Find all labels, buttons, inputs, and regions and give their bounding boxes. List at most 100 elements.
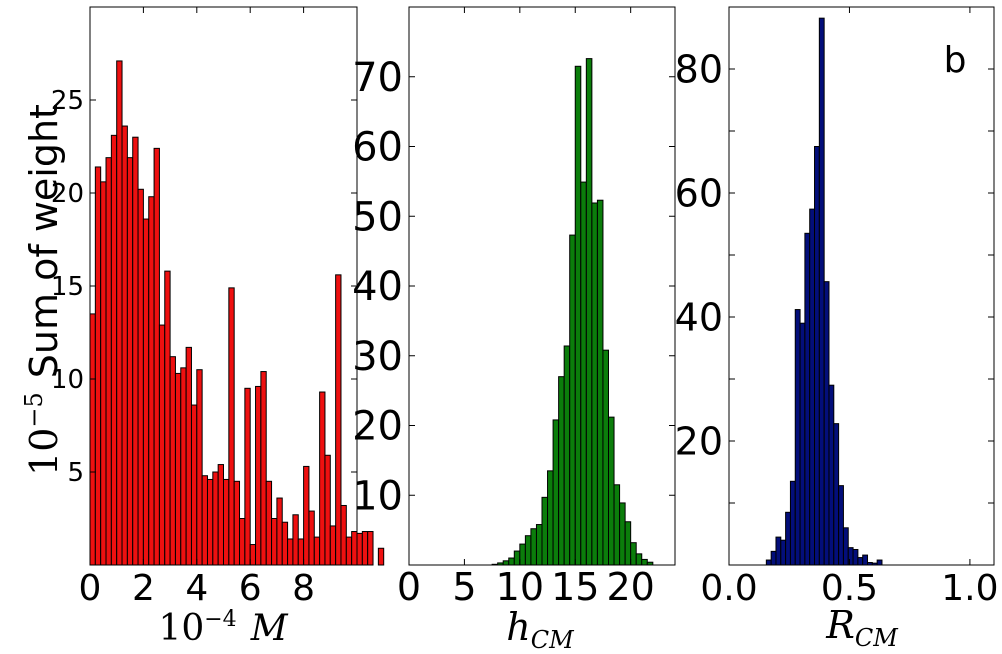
bar — [535, 524, 543, 566]
panel-rcm: 0.0 0.5 1.0 20 40 60 80 RCM b — [675, 6, 999, 652]
y-tick-label: 70 — [352, 55, 403, 101]
bar — [110, 134, 118, 566]
bar — [260, 371, 267, 566]
y-tick-label: 20 — [675, 419, 723, 463]
bar — [292, 514, 299, 566]
bar — [558, 376, 565, 566]
bar — [833, 423, 840, 566]
bar — [303, 465, 310, 566]
bar — [233, 480, 241, 566]
y-tick-label: 60 — [675, 171, 723, 215]
bar — [142, 218, 150, 566]
y-tick-label: 20 — [51, 179, 84, 209]
bar — [255, 385, 262, 566]
bar — [552, 419, 560, 566]
bar — [574, 65, 582, 566]
bar — [148, 196, 155, 566]
bar — [377, 547, 385, 566]
y-tick-label: 80 — [675, 47, 723, 91]
bar — [814, 146, 820, 566]
x-tick-label: 0.0 — [700, 568, 757, 609]
bar — [313, 536, 321, 566]
bar — [201, 475, 208, 566]
bar — [596, 199, 604, 566]
bar — [619, 502, 626, 566]
bar — [356, 532, 363, 566]
svg-text:10−5Sum of weight: 10−5Sum of weight — [20, 104, 66, 476]
bar — [180, 367, 187, 566]
panel-annotation-b: b — [944, 40, 967, 81]
x-tick-label: 0.5 — [821, 568, 878, 609]
bar — [765, 559, 772, 566]
bar — [541, 496, 549, 566]
bar — [547, 470, 554, 566]
bar — [190, 404, 198, 566]
bar — [775, 536, 782, 566]
bar — [799, 322, 806, 566]
x-tick-label: 1.0 — [941, 568, 998, 609]
bar — [585, 58, 593, 566]
bar — [206, 478, 214, 566]
bar — [818, 17, 825, 566]
x-tick-label: 4 — [185, 568, 208, 609]
bar — [158, 324, 166, 566]
x-tick-label: 20 — [606, 565, 654, 609]
bar — [569, 234, 576, 566]
y-tick-label: 30 — [352, 334, 403, 380]
xlabel-rcm: RCM — [825, 603, 899, 652]
bar — [329, 525, 337, 566]
bar — [271, 518, 278, 566]
bar — [132, 136, 139, 566]
bar — [770, 550, 777, 566]
bar — [308, 510, 315, 566]
bar — [530, 528, 537, 566]
bars-hcm — [491, 58, 654, 566]
bar — [635, 553, 643, 566]
bar — [239, 518, 246, 566]
bar — [789, 480, 796, 566]
bar — [126, 157, 134, 566]
bar — [265, 480, 273, 566]
x-tick-label: 0 — [79, 568, 102, 609]
y-tick-label: 50 — [352, 194, 403, 240]
bar — [185, 346, 192, 566]
bar — [137, 188, 144, 566]
bar — [196, 369, 203, 566]
x-tick-label: 6 — [239, 568, 262, 609]
y-tick-label: 10 — [51, 365, 84, 395]
bar — [244, 387, 251, 566]
bar — [351, 531, 358, 566]
bar — [340, 504, 347, 566]
y-tick-label: 60 — [352, 125, 403, 171]
bar — [613, 484, 621, 566]
bar — [508, 557, 515, 566]
bar — [591, 202, 598, 566]
xlabel-hcm: hCM — [506, 605, 575, 654]
bar — [842, 527, 849, 566]
bar — [164, 270, 171, 566]
bar — [857, 557, 864, 566]
bar — [89, 313, 96, 566]
bar — [212, 471, 219, 566]
plot-frame-hcm — [408, 6, 676, 566]
bar — [223, 478, 230, 566]
panel-m: 0 2 4 6 8 5 10 15 20 25 10−4 M 10−5Sum of weight — [20, 6, 385, 649]
bar — [624, 521, 632, 566]
bar — [876, 559, 883, 566]
bar — [217, 464, 225, 566]
bar — [121, 125, 128, 566]
bar — [823, 281, 830, 566]
x-tick-label: 10 — [496, 565, 544, 609]
bar — [249, 544, 257, 566]
xlabel-m: 10−4 M — [158, 607, 288, 649]
bar — [519, 543, 526, 566]
y-tick-label: 40 — [675, 295, 723, 339]
bar — [367, 531, 374, 566]
x-tick-label: 15 — [551, 565, 599, 609]
bar — [153, 147, 160, 566]
bar — [345, 536, 353, 566]
ticks-m: 0 2 4 6 8 5 10 15 20 25 — [51, 7, 357, 609]
bar — [630, 542, 637, 566]
